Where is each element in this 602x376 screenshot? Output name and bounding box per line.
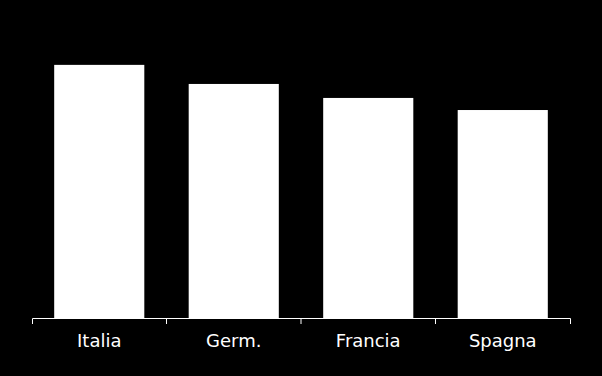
tick: Italia: [77, 318, 121, 351]
background: [0, 0, 602, 376]
tick: Spagna: [469, 318, 537, 351]
chart: Italia Germ. Francia Spagna: [0, 0, 602, 376]
tick: Francia: [336, 318, 401, 351]
band-separator: [435, 318, 436, 324]
bar: [189, 84, 279, 318]
tick-label: Francia: [336, 330, 401, 351]
axis-line: [33, 319, 571, 325]
tick-label: Italia: [77, 330, 121, 351]
x-axis: Italia Germ. Francia Spagna: [33, 318, 571, 351]
bar: [323, 98, 413, 318]
bar: [54, 65, 144, 318]
tick-label: Germ.: [206, 330, 261, 351]
band-separator: [166, 318, 167, 324]
tick: Germ.: [206, 318, 261, 351]
bar: [458, 110, 548, 318]
band-separator: [301, 318, 302, 324]
bars: [54, 65, 548, 318]
tick-label: Spagna: [469, 330, 537, 351]
